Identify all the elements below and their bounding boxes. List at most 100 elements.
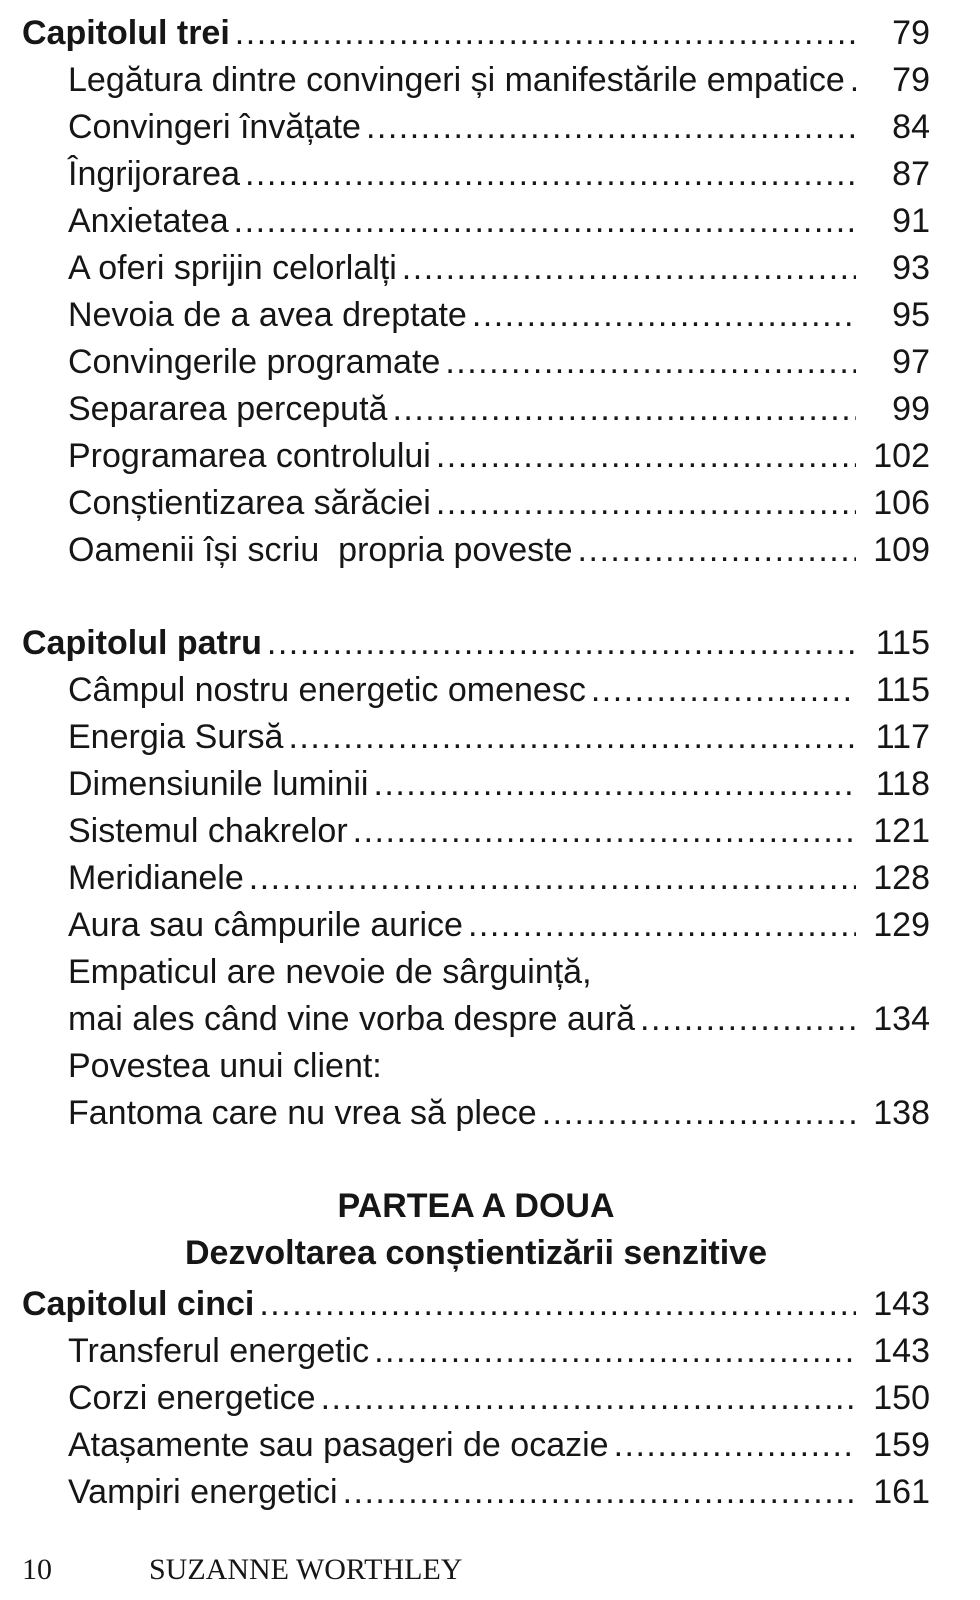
toc-entry: Sistemul chakrelor 121 [22, 808, 930, 855]
toc-entry-page: 95 [892, 296, 930, 334]
toc-entry-page: 84 [892, 108, 930, 146]
footer-page-number: 10 [22, 1553, 52, 1586]
toc-chapter-row: Capitolul trei 79 [22, 10, 930, 57]
toc-entry-page: 106 [873, 484, 930, 522]
dot-leader [283, 714, 856, 761]
toc-entry-page: 99 [892, 390, 930, 428]
toc-entry-page: 159 [873, 1426, 930, 1464]
toc-entry-label: Nevoia de a avea dreptate [68, 296, 467, 334]
toc-entry-page: 117 [875, 718, 930, 756]
part-heading-block: PARTEA A DOUA Dezvoltarea conștientizări… [22, 1183, 930, 1277]
toc-entry: Oamenii își scriu propria poveste 109 [22, 527, 930, 574]
toc-entry: mai ales când vine vorba despre aură 134 [22, 996, 930, 1043]
toc-entry-label: Legătura dintre convingeri și manifestăr… [68, 61, 845, 99]
toc-entry-page: 102 [873, 437, 930, 475]
toc-entry-page: 150 [873, 1379, 930, 1417]
toc-entry: Îngrijorarea 87 [22, 151, 930, 198]
toc-entry-label: Separarea percepută [68, 390, 388, 428]
dot-leader [369, 1328, 856, 1375]
toc-entry-label: Capitolul patru [22, 624, 262, 662]
toc-entry: Nevoia de a avea dreptate 95 [22, 292, 930, 339]
toc-entry: Corzi energetice 150 [22, 1375, 930, 1422]
toc-entry-label: A oferi sprijin celorlalți [68, 249, 397, 287]
toc-entry-label: Câmpul nostru energetic omenesc [68, 671, 586, 709]
dot-leader [229, 198, 856, 245]
toc-entry-page: 79 [892, 61, 930, 99]
toc-entry-page: 87 [892, 155, 930, 193]
toc-entry: Atașamente sau pasageri de ocazie 159 [22, 1422, 930, 1469]
toc-chapter-row: Capitolul cinci 143 [22, 1281, 930, 1328]
page-footer: 10 SUZANNE WORTHLEY [22, 1552, 930, 1588]
toc-entry: Câmpul nostru energetic omenesc 115 [22, 667, 930, 714]
toc-entry: Convingeri învățate 84 [22, 104, 930, 151]
toc-entry: Vampiri energetici 161 [22, 1469, 930, 1516]
dot-leader [586, 667, 856, 714]
toc-entry-label: Capitolul trei [22, 14, 230, 52]
toc-entry-page: 128 [873, 859, 930, 897]
toc-entry-page: 115 [875, 671, 930, 709]
dot-leader [348, 808, 856, 855]
toc-entry: Energia Sursă 117 [22, 714, 930, 761]
toc-entry-label: mai ales când vine vorba despre aură [68, 1000, 635, 1038]
dot-leader [397, 245, 856, 292]
toc-entry-label: Povestea unui client: [68, 1047, 382, 1085]
toc-entry: Conștientizarea sărăciei 106 [22, 480, 930, 527]
toc-entry-page: 93 [892, 249, 930, 287]
toc-entry-label: Oamenii își scriu propria poveste [68, 531, 573, 569]
section-gap [22, 1137, 930, 1183]
toc-entry-page: 161 [873, 1473, 930, 1511]
dot-leader [254, 1281, 856, 1328]
toc-entry-page: 143 [873, 1285, 930, 1323]
toc-entry-label: Atașamente sau pasageri de ocazie [68, 1426, 609, 1464]
footer-author: SUZANNE WORTHLEY [149, 1553, 463, 1586]
toc-entry-label: Îngrijorarea [68, 155, 240, 193]
toc-entry-label: Vampiri energetici [68, 1473, 338, 1511]
toc-entry-label: Conștientizarea sărăciei [68, 484, 431, 522]
toc-entry: Legătura dintre convingeri și manifestăr… [22, 57, 930, 104]
toc-entry: Convingerile programate 97 [22, 339, 930, 386]
dot-leader [230, 10, 856, 57]
toc-entry: Programarea controlului 102 [22, 433, 930, 480]
toc-entry-label: Empaticul are nevoie de sârguință, [68, 953, 592, 991]
toc-entry-label: Convingeri învățate [68, 108, 361, 146]
dot-leader [262, 620, 856, 667]
toc-entry-label: Energia Sursă [68, 718, 284, 756]
toc-entry-label: Aura sau câmpurile aurice [68, 906, 463, 944]
toc-entry: A oferi sprijin celorlalți 93 [22, 245, 930, 292]
toc-entry-label: Dimensiunile luminii [68, 765, 369, 803]
toc-entry-label: Sistemul chakrelor [68, 812, 348, 850]
toc-entry-page: 143 [873, 1332, 930, 1370]
toc-entry: Dimensiunile luminii 118 [22, 761, 930, 808]
part-subtitle: Dezvoltarea conștientizării senzitive [185, 1234, 767, 1272]
toc-entry: Aura sau câmpurile aurice 129 [22, 902, 930, 949]
toc-entry: Fantoma care nu vrea să plece 138 [22, 1090, 930, 1137]
toc-section-2: Capitolul patru 115 Câmpul nostru energe… [22, 620, 930, 1137]
toc-entry-label: Anxietatea [68, 202, 229, 240]
dot-leader [635, 996, 856, 1043]
toc-chapter-row: Capitolul patru 115 [22, 620, 930, 667]
dot-leader [845, 57, 856, 104]
toc-entry-page: 91 [892, 202, 930, 240]
toc-entry-label: Corzi energetice [68, 1379, 316, 1417]
dot-leader [368, 761, 856, 808]
dot-leader [463, 902, 856, 949]
dot-leader [240, 151, 856, 198]
toc-entry-page: 138 [873, 1094, 930, 1132]
toc-entry: Anxietatea 91 [22, 198, 930, 245]
dot-leader [537, 1090, 856, 1137]
toc-entry-continued: Empaticul are nevoie de sârguință, [22, 949, 930, 996]
dot-leader [573, 527, 856, 574]
dot-leader [361, 104, 856, 151]
toc-entry-page: 129 [873, 906, 930, 944]
toc-section-1: Capitolul trei 79 Legătura dintre convin… [22, 10, 930, 574]
toc-entry-label: Meridianele [68, 859, 244, 897]
dot-leader [609, 1422, 856, 1469]
toc-section-3: Capitolul cinci 143 Transferul energetic… [22, 1281, 930, 1516]
toc-entry-page: 134 [873, 1000, 930, 1038]
dot-leader [467, 292, 856, 339]
dot-leader [440, 339, 856, 386]
toc-entry: Meridianele 128 [22, 855, 930, 902]
section-gap [22, 574, 930, 620]
toc-entry: Separarea percepută 99 [22, 386, 930, 433]
